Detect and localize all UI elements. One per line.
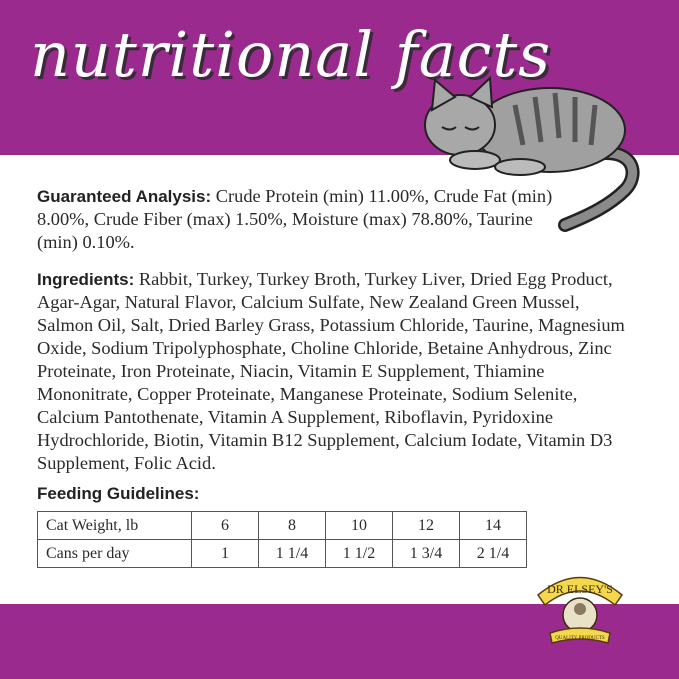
table-cell: 6 xyxy=(191,511,259,540)
table-cell: 1 1/2 xyxy=(325,539,393,568)
table-cell: 2 1/4 xyxy=(459,539,527,568)
table-cell: 1 3/4 xyxy=(392,539,460,568)
row-header: Cans per day xyxy=(37,539,192,568)
ingredients-text: Rabbit, Turkey, Turkey Broth, Turkey Liv… xyxy=(37,269,625,473)
table-row: Cans per day 1 1 1/4 1 1/2 1 3/4 2 1/4 xyxy=(37,539,527,568)
feeding-table: Cat Weight, lb 6 8 10 12 14 Cans per day… xyxy=(37,511,527,568)
row-header: Cat Weight, lb xyxy=(37,511,192,540)
table-cell: 1 xyxy=(191,539,259,568)
guaranteed-analysis-text: Crude Protein (min) 11.00%, Crude Fat (m… xyxy=(37,186,553,252)
ingredients-label: Ingredients: xyxy=(37,270,135,289)
table-cell: 14 xyxy=(459,511,527,540)
ingredients: Ingredients: Rabbit, Turkey, Turkey Brot… xyxy=(37,268,637,475)
table-cell: 10 xyxy=(325,511,393,540)
feeding-guidelines-label: Feeding Guidelines: xyxy=(37,484,200,503)
guaranteed-analysis-label: Guaranteed Analysis: xyxy=(37,187,212,206)
dr-elseys-logo: DR ELSEY'S QUALITY PRODUCTS xyxy=(536,576,624,644)
svg-text:DR ELSEY'S: DR ELSEY'S xyxy=(547,582,613,596)
sleeping-cat-illustration xyxy=(424,75,640,232)
page-title: nutritional facts xyxy=(30,18,552,91)
table-cell: 8 xyxy=(258,511,326,540)
table-cell: 1 1/4 xyxy=(258,539,326,568)
guaranteed-analysis: Guaranteed Analysis: Crude Protein (min)… xyxy=(37,185,567,254)
svg-text:QUALITY PRODUCTS: QUALITY PRODUCTS xyxy=(555,636,605,641)
table-cell: 12 xyxy=(392,511,460,540)
table-row: Cat Weight, lb 6 8 10 12 14 xyxy=(37,511,527,540)
